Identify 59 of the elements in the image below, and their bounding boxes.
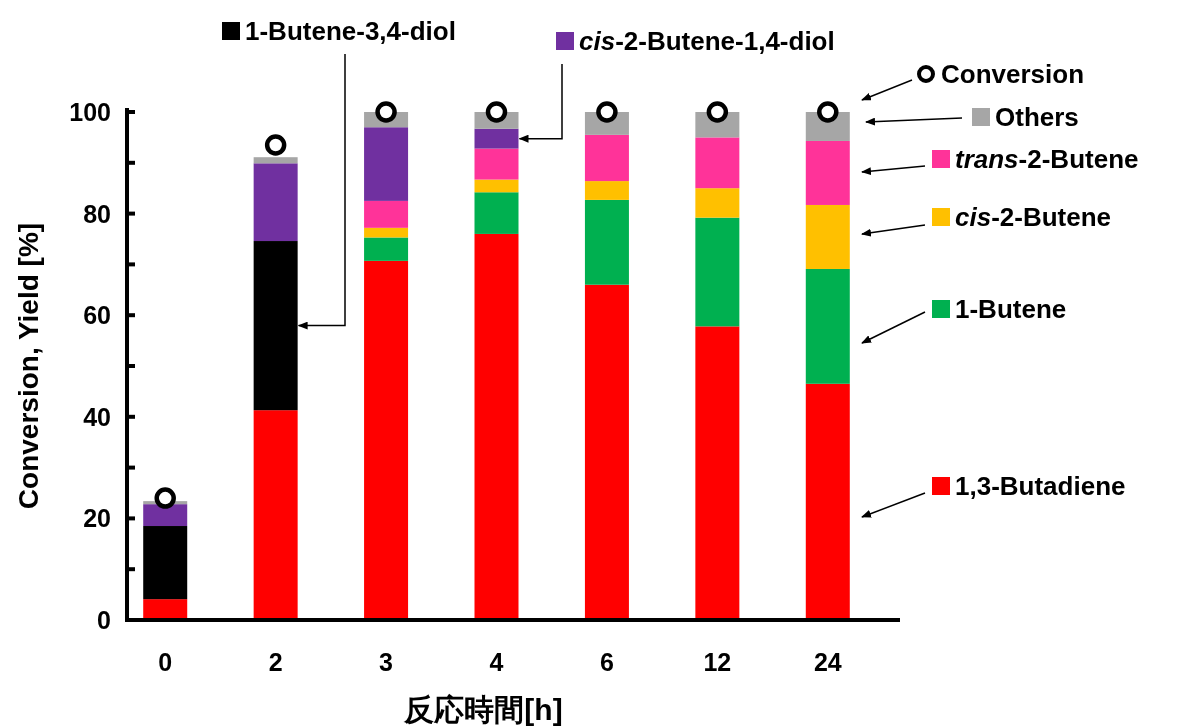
y-tick-label: 0 — [97, 606, 111, 634]
legend-label: cis-2-Butene-1,4-diol — [579, 26, 835, 56]
legend-label: cis-2-Butene — [955, 202, 1112, 232]
y-tick-label: 20 — [83, 504, 111, 533]
bar — [364, 200, 409, 228]
bar — [143, 526, 188, 600]
bar — [805, 140, 850, 205]
bar — [253, 410, 298, 620]
legend-label: Conversion — [941, 59, 1085, 89]
bar — [364, 127, 409, 201]
point — [264, 134, 287, 156]
legend-label: 1-Butene — [955, 294, 1067, 324]
bar — [253, 157, 298, 164]
y-tick-label: 40 — [83, 402, 111, 431]
bar — [364, 227, 409, 238]
bar — [805, 204, 850, 269]
legend-label: trans-2-Butene — [955, 144, 1139, 174]
x-tick-label: 12 — [703, 648, 732, 676]
legend-label: Others — [995, 102, 1079, 132]
x-tick-label: 24 — [813, 648, 842, 676]
y-tick-label: 80 — [83, 199, 111, 228]
x-tick-label: 3 — [379, 648, 394, 676]
bar — [584, 199, 629, 285]
bar — [474, 179, 519, 193]
bar — [474, 128, 519, 149]
legend-label: 1,3-Butadiene — [955, 471, 1126, 501]
bar — [143, 599, 188, 620]
point — [485, 101, 508, 123]
point — [375, 101, 397, 123]
bar — [143, 504, 188, 527]
bar — [695, 217, 740, 327]
bar — [474, 192, 519, 234]
bar — [805, 383, 850, 620]
bar — [474, 233, 519, 620]
x-tick-label: 4 — [489, 648, 504, 676]
point — [596, 101, 618, 123]
bar — [584, 134, 629, 182]
bar — [695, 137, 740, 189]
bar — [253, 241, 298, 411]
point — [706, 101, 729, 123]
y-tick-label: 100 — [69, 98, 111, 126]
x-tick-label: 0 — [158, 648, 173, 676]
bar — [695, 326, 740, 620]
bar — [253, 163, 298, 242]
bar — [364, 260, 409, 620]
x-tick-label: 6 — [599, 648, 614, 676]
bar — [695, 188, 740, 218]
x-axis-title: 反応時間[h] — [403, 693, 563, 726]
y-axis-title: Conversion, Yield [%] — [13, 222, 44, 510]
x-tick-label: 2 — [268, 648, 283, 676]
point — [817, 101, 839, 123]
y-tick-label: 60 — [83, 301, 111, 330]
bar — [474, 148, 519, 180]
bar — [364, 237, 409, 261]
point — [154, 487, 176, 509]
legend-label: 1-Butene-3,4-diol — [245, 16, 456, 46]
bar — [805, 268, 850, 384]
bar — [584, 181, 629, 200]
bar — [584, 284, 629, 620]
